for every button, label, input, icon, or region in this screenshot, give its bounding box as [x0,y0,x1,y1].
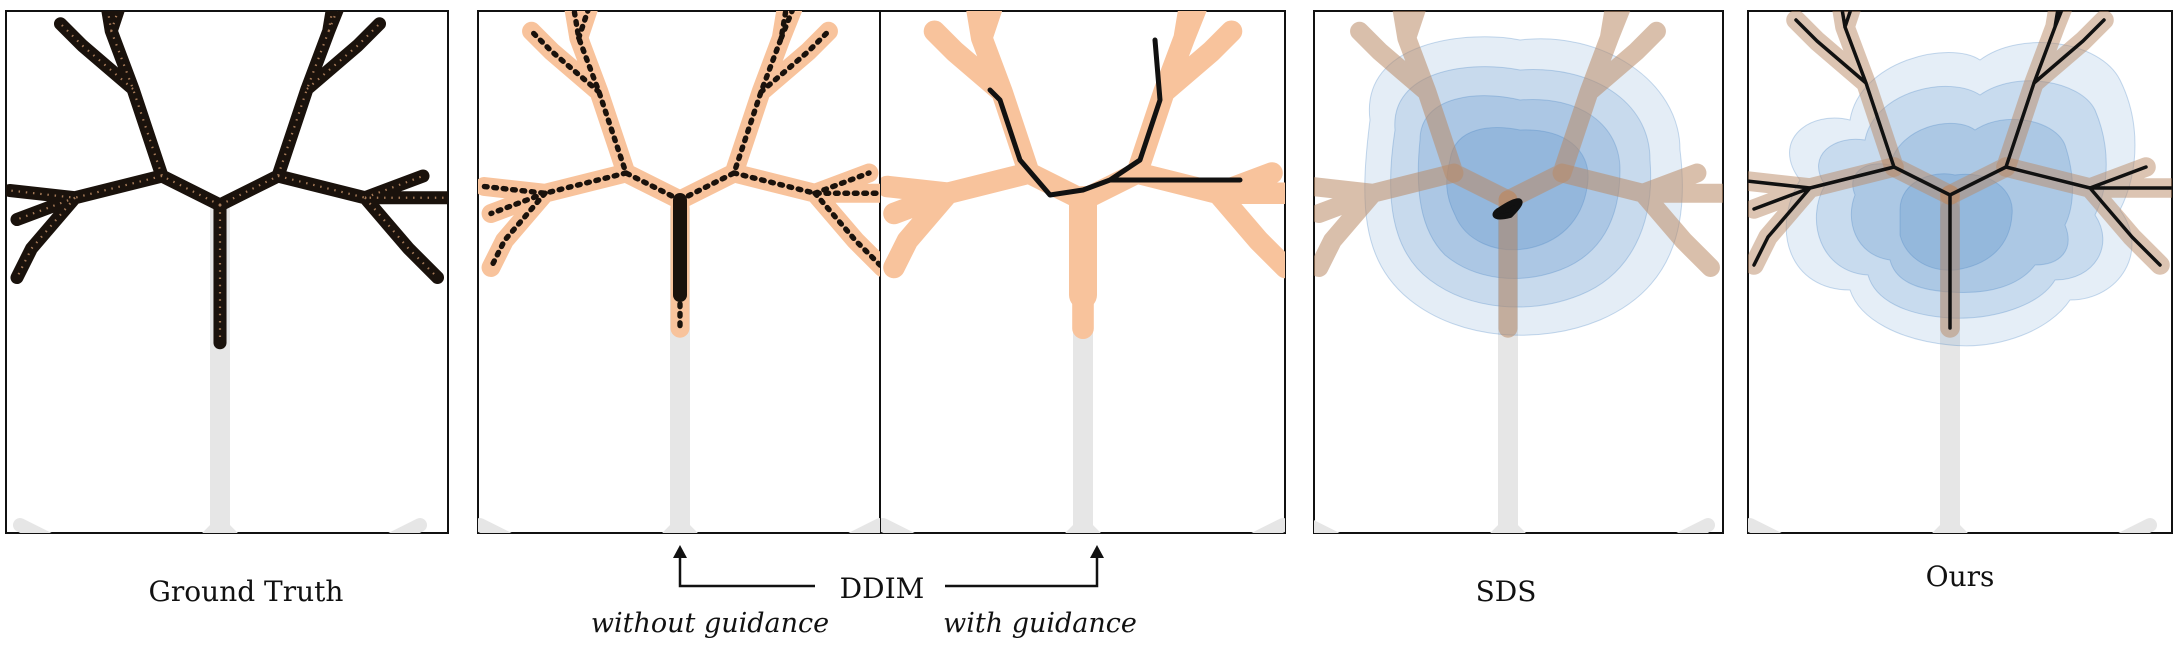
arrowhead-with-guidance [1090,545,1104,558]
label-ground-truth: Ground Truth [149,575,344,608]
label-ddim: DDIM [840,572,925,605]
label-sds: SDS [1476,575,1537,608]
label-ours: Ours [1926,560,1995,593]
tree-ddim-without-guidance [440,0,920,650]
panel-sds [1313,10,1724,534]
plot-sds [1268,0,1748,650]
arrow-to-with-guidance [945,555,1099,588]
label-with-guidance: with guidance [943,608,1137,639]
arrowhead-without-guidance [673,545,687,558]
tree-ddim-with-guidance [843,0,1323,650]
panel-ddim [477,10,1286,534]
label-without-guidance: without guidance [591,608,829,639]
plot-ours [1748,11,2172,650]
arrow-to-without-guidance [678,555,815,588]
